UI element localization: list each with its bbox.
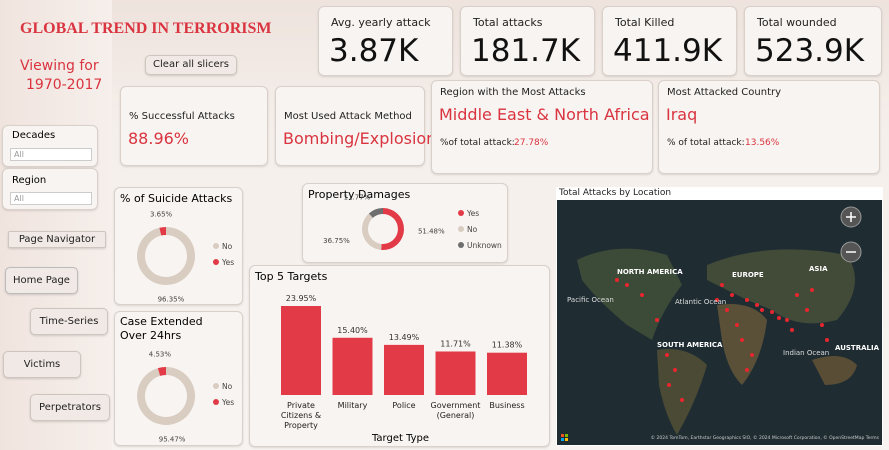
nav-button[interactable]: Time-Series (30, 308, 108, 335)
map-label: SOUTH AMERICA (657, 341, 723, 349)
info-card: % Successful Attacks 88.96% (120, 86, 268, 166)
map-label: Atlantic Ocean (675, 298, 726, 306)
card-value: 88.96% (128, 129, 190, 148)
card-value: Middle East & North Africa (439, 105, 650, 124)
x-axis-title: Target Type (371, 433, 430, 444)
share-value: 13.56% (745, 138, 780, 148)
kpi-label: Total attacks (473, 16, 543, 29)
period: 1970-2017 (26, 77, 103, 93)
x-tick-label: Government (General) (430, 401, 481, 420)
zoom-in-icon (846, 212, 856, 222)
x-tick-label: Military (337, 401, 368, 410)
slicer-label: Region (12, 175, 47, 186)
map-label: Indian Ocean (783, 349, 829, 357)
info-card: Most Attacked Country Iraq % of total at… (658, 80, 880, 174)
clear-slicers-button[interactable]: Clear all slicers (145, 55, 237, 75)
kpi-value: 523.9K (755, 33, 865, 69)
nav-button[interactable]: Home Page (5, 267, 78, 294)
attack-dots (615, 278, 829, 402)
kpi-label: Total wounded (757, 16, 837, 29)
map-label: AUSTRALIA (835, 344, 880, 352)
kpi-value: 3.87K (329, 33, 419, 69)
map-label: Pacific Ocean (567, 296, 614, 304)
map-label: NORTH AMERICA (617, 268, 683, 276)
chart-card: Property Damages (302, 183, 508, 263)
chart-title: Case Extended Over 24hrs (120, 315, 203, 342)
slicer: Decades All (2, 125, 98, 167)
share-label: %of total attack: (440, 138, 515, 148)
kpi-label: Total Killed (615, 16, 675, 29)
slicer-dropdown[interactable]: All (10, 148, 92, 161)
nav-button[interactable]: Victims (3, 351, 81, 378)
map-label: ASIA (809, 265, 828, 273)
chart-card: Case Extended Over 24hrs (114, 311, 243, 446)
land (717, 304, 767, 385)
kpi-value: 181.7K (471, 33, 581, 69)
card-label: Most Attacked Country (667, 87, 782, 98)
land (657, 349, 707, 435)
land (577, 248, 682, 340)
card-label: Region with the Most Attacks (440, 87, 586, 98)
share-value: 27.78% (514, 138, 549, 148)
slicer-dropdown[interactable]: All (10, 192, 92, 205)
chart-title: Top 5 Targets (255, 270, 328, 283)
slicer-label: Decades (12, 130, 56, 141)
card-label: % Successful Attacks (129, 111, 235, 122)
kpi-card: Total Killed 411.9K (602, 6, 737, 76)
map: NORTH AMERICA EUROPE ASIA Pacific Ocean … (557, 200, 882, 445)
kpi-value: 411.9K (613, 33, 723, 69)
viewing-label: Viewing for (20, 58, 99, 74)
info-card: Most Used Attack Method Bombing/Explosio… (275, 86, 436, 166)
land (707, 249, 855, 324)
navigator-title: Page Navigator (8, 231, 106, 248)
chart-title: % of Suicide Attacks (120, 192, 233, 205)
map-title: Total Attacks by Location (559, 188, 672, 198)
nav-button[interactable]: Perpetrators (30, 394, 110, 421)
page-title: GLOBAL TREND IN TERRORISM (20, 20, 272, 37)
info-card: Region with the Most Attacks Middle East… (431, 80, 653, 174)
map-label: EUROPE (732, 271, 764, 279)
kpi-card: Total wounded 523.9K (744, 6, 882, 76)
card-label: Most Used Attack Method (284, 111, 412, 122)
map-visual: Total Attacks by Location NORTH AMERICA … (556, 187, 883, 446)
kpi-label: Avg. yearly attack (331, 16, 431, 29)
microsoft-logo (561, 434, 568, 441)
slicer: Region All (2, 168, 98, 210)
card-value: Bombing/Explosion (283, 129, 437, 148)
x-tick-label: Business (489, 401, 525, 410)
map-attribution: © 2024 TomTom, Earthstar Geographics SIO… (651, 434, 880, 441)
x-tick-label: Private Citizens & Property (280, 401, 322, 430)
kpi-card: Avg. yearly attack 3.87K (318, 6, 453, 76)
chart-card: % of Suicide Attacks (114, 187, 243, 305)
share-label: % of total attack: (667, 138, 745, 148)
land (812, 356, 857, 385)
kpi-card: Total attacks 181.7K (460, 6, 595, 76)
chart-title: Property Damages (308, 188, 411, 201)
x-tick-label: Police (392, 401, 416, 410)
card-value: Iraq (666, 105, 698, 124)
